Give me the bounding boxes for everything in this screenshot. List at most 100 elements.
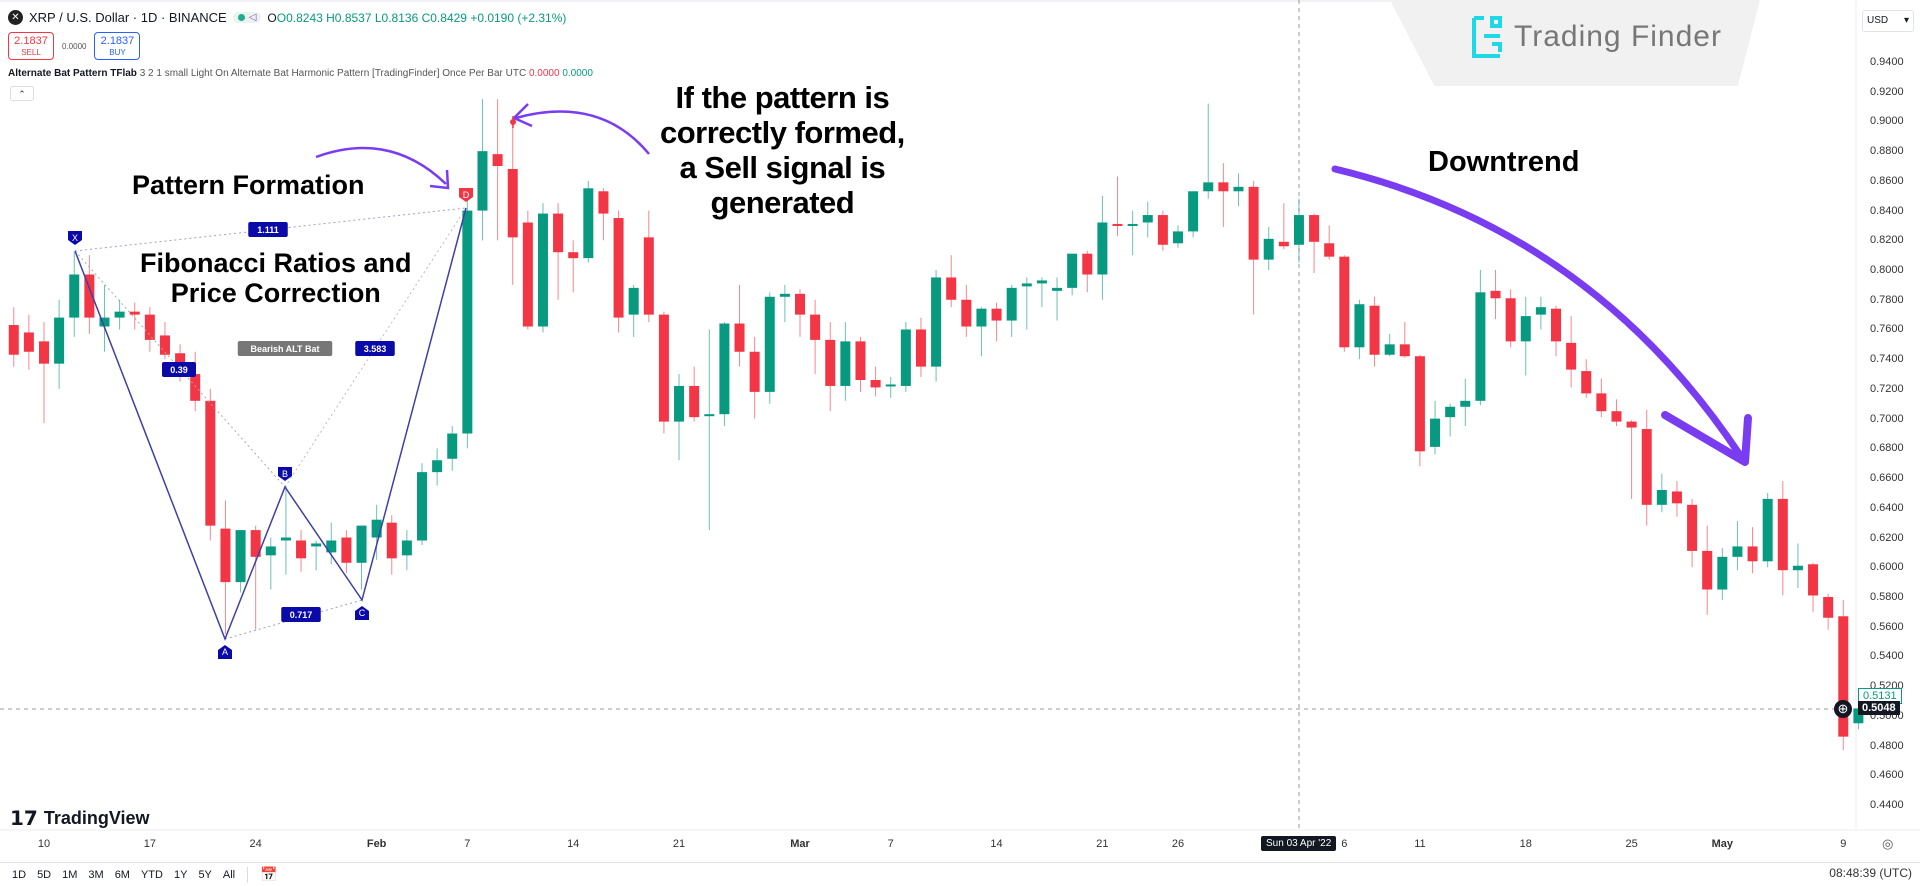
candle-body <box>129 311 140 315</box>
candle-bullish <box>401 530 412 571</box>
time-tick: 14 <box>567 838 580 850</box>
indicator-params: 3 2 1 small Light On Alternate Bat Harmo… <box>139 68 527 79</box>
annotation-arrows <box>315 103 1752 466</box>
candle-body <box>598 191 609 214</box>
candle-body <box>1626 421 1637 428</box>
candle-bullish <box>1384 333 1395 357</box>
sell-line-3: a Sell signal is <box>679 150 886 186</box>
indicator-legend[interactable]: Alternate Bat Pattern TFlab 3 2 1 small … <box>8 68 593 79</box>
share-icon: ◁ <box>248 12 257 23</box>
candle-bearish <box>613 210 624 333</box>
sell-button[interactable]: 2.1837 SELL <box>8 32 54 60</box>
candle-bearish <box>1551 305 1561 357</box>
range-button-all[interactable]: All <box>222 868 236 881</box>
symbol-title[interactable]: XRP / U.S. Dollar · 1D · BINANCE <box>29 10 227 25</box>
candle-body <box>1324 243 1335 257</box>
candle-body <box>54 317 65 364</box>
buy-button[interactable]: 2.1837 BUY <box>94 32 141 60</box>
time-tick: 7 <box>464 838 471 850</box>
candle-body <box>1520 316 1531 342</box>
candle-bullish <box>99 284 110 352</box>
candle-body <box>1581 371 1592 394</box>
settings-icon[interactable]: ◎ <box>1882 836 1894 851</box>
currency-dropdown[interactable]: USD ▾ <box>1862 10 1914 32</box>
tradingview-logo: 𝟭𝟳 TradingView <box>10 806 150 831</box>
candle-body <box>840 341 851 386</box>
candle-bearish <box>1777 481 1788 596</box>
tradingview-text: TradingView <box>43 808 150 828</box>
time-tick: 6 <box>1341 838 1348 850</box>
price-tick: 0.8400 <box>1870 204 1904 217</box>
trading-finder-logo: Trading Finder <box>1470 14 1722 60</box>
annotation-downtrend: Downtrend <box>1428 146 1580 178</box>
candle-bearish <box>795 289 805 337</box>
candle-bullish <box>54 299 65 389</box>
candle-body <box>371 519 382 538</box>
candle-bearish <box>1702 525 1713 615</box>
candle-bullish <box>1354 299 1365 360</box>
price-tick: 0.6800 <box>1870 442 1904 455</box>
candle-bullish <box>1293 198 1304 263</box>
divider <box>247 866 249 883</box>
candle-bullish <box>1445 403 1456 437</box>
candle-bearish <box>522 210 533 330</box>
range-button-ytd[interactable]: YTD <box>140 868 163 881</box>
sell-signal-marker <box>510 116 516 128</box>
candle-body <box>643 237 654 315</box>
candle-bearish <box>749 336 760 419</box>
candle-bearish <box>855 336 866 392</box>
candle-body <box>613 218 624 318</box>
candle-body <box>1082 253 1093 275</box>
range-button-5d[interactable]: 5D <box>37 868 52 881</box>
indicator-name: Alternate Bat Pattern TFlab <box>8 68 137 79</box>
candle-body <box>1566 342 1577 370</box>
add-alert-icon[interactable]: ⊕ <box>1834 700 1852 718</box>
candle-body <box>991 308 1002 321</box>
price-tick: 0.5800 <box>1870 590 1904 603</box>
range-button-1d[interactable]: 1D <box>12 868 27 881</box>
range-button-1m[interactable]: 1M <box>62 868 78 881</box>
candle-body <box>190 374 201 401</box>
trading-finder-icon <box>1472 16 1502 58</box>
go-to-date-calendar-icon[interactable]: 📅 <box>260 866 278 882</box>
range-button-1y[interactable]: 1Y <box>173 868 188 881</box>
svg-text:Bearish ALT Bat: Bearish ALT Bat <box>250 344 319 354</box>
candle-body <box>1687 504 1698 551</box>
candle-body <box>1641 429 1652 505</box>
range-buttons: 1D 5D 1M 3M 6M YTD 1Y 5Y All <box>12 869 235 881</box>
candle-bearish <box>296 530 307 572</box>
candle-body <box>356 525 367 563</box>
candle-body <box>69 274 80 318</box>
candle-bearish <box>689 366 700 422</box>
candle-body <box>1777 498 1788 571</box>
range-button-6m[interactable]: 6M <box>114 868 130 881</box>
price-tick: 0.9400 <box>1870 56 1904 68</box>
candle-bearish <box>205 388 216 541</box>
time-tick: 14 <box>990 838 1003 850</box>
candle-bearish <box>1581 359 1592 398</box>
candle-bearish <box>643 210 654 323</box>
candle-body <box>1384 344 1395 355</box>
candle-body <box>1309 215 1320 242</box>
candle-bullish <box>1233 173 1244 207</box>
ratio-label-xb: 0.39 <box>162 362 196 377</box>
price-tick: 0.8000 <box>1870 264 1904 277</box>
price-tick: 0.6000 <box>1870 561 1904 574</box>
candle-bullish <box>900 322 911 392</box>
market-status[interactable]: ◁ <box>232 12 262 23</box>
candle-bullish <box>1036 277 1047 308</box>
candle-body <box>674 385 685 422</box>
candle-body <box>719 323 730 415</box>
indicator-value-1: 0.0000 <box>528 68 560 79</box>
candle-bullish <box>1127 210 1138 256</box>
candle-body <box>1430 418 1441 447</box>
price-tick: 0.6400 <box>1870 501 1904 514</box>
candle-bearish <box>1838 599 1849 751</box>
range-button-3m[interactable]: 3M <box>88 868 104 881</box>
range-button-5y[interactable]: 5Y <box>198 868 212 881</box>
collapse-legend-button[interactable]: ⌃ <box>10 86 34 101</box>
svg-text:D: D <box>463 190 470 200</box>
candle-body <box>1188 191 1199 232</box>
logo-banner <box>1390 0 1760 86</box>
